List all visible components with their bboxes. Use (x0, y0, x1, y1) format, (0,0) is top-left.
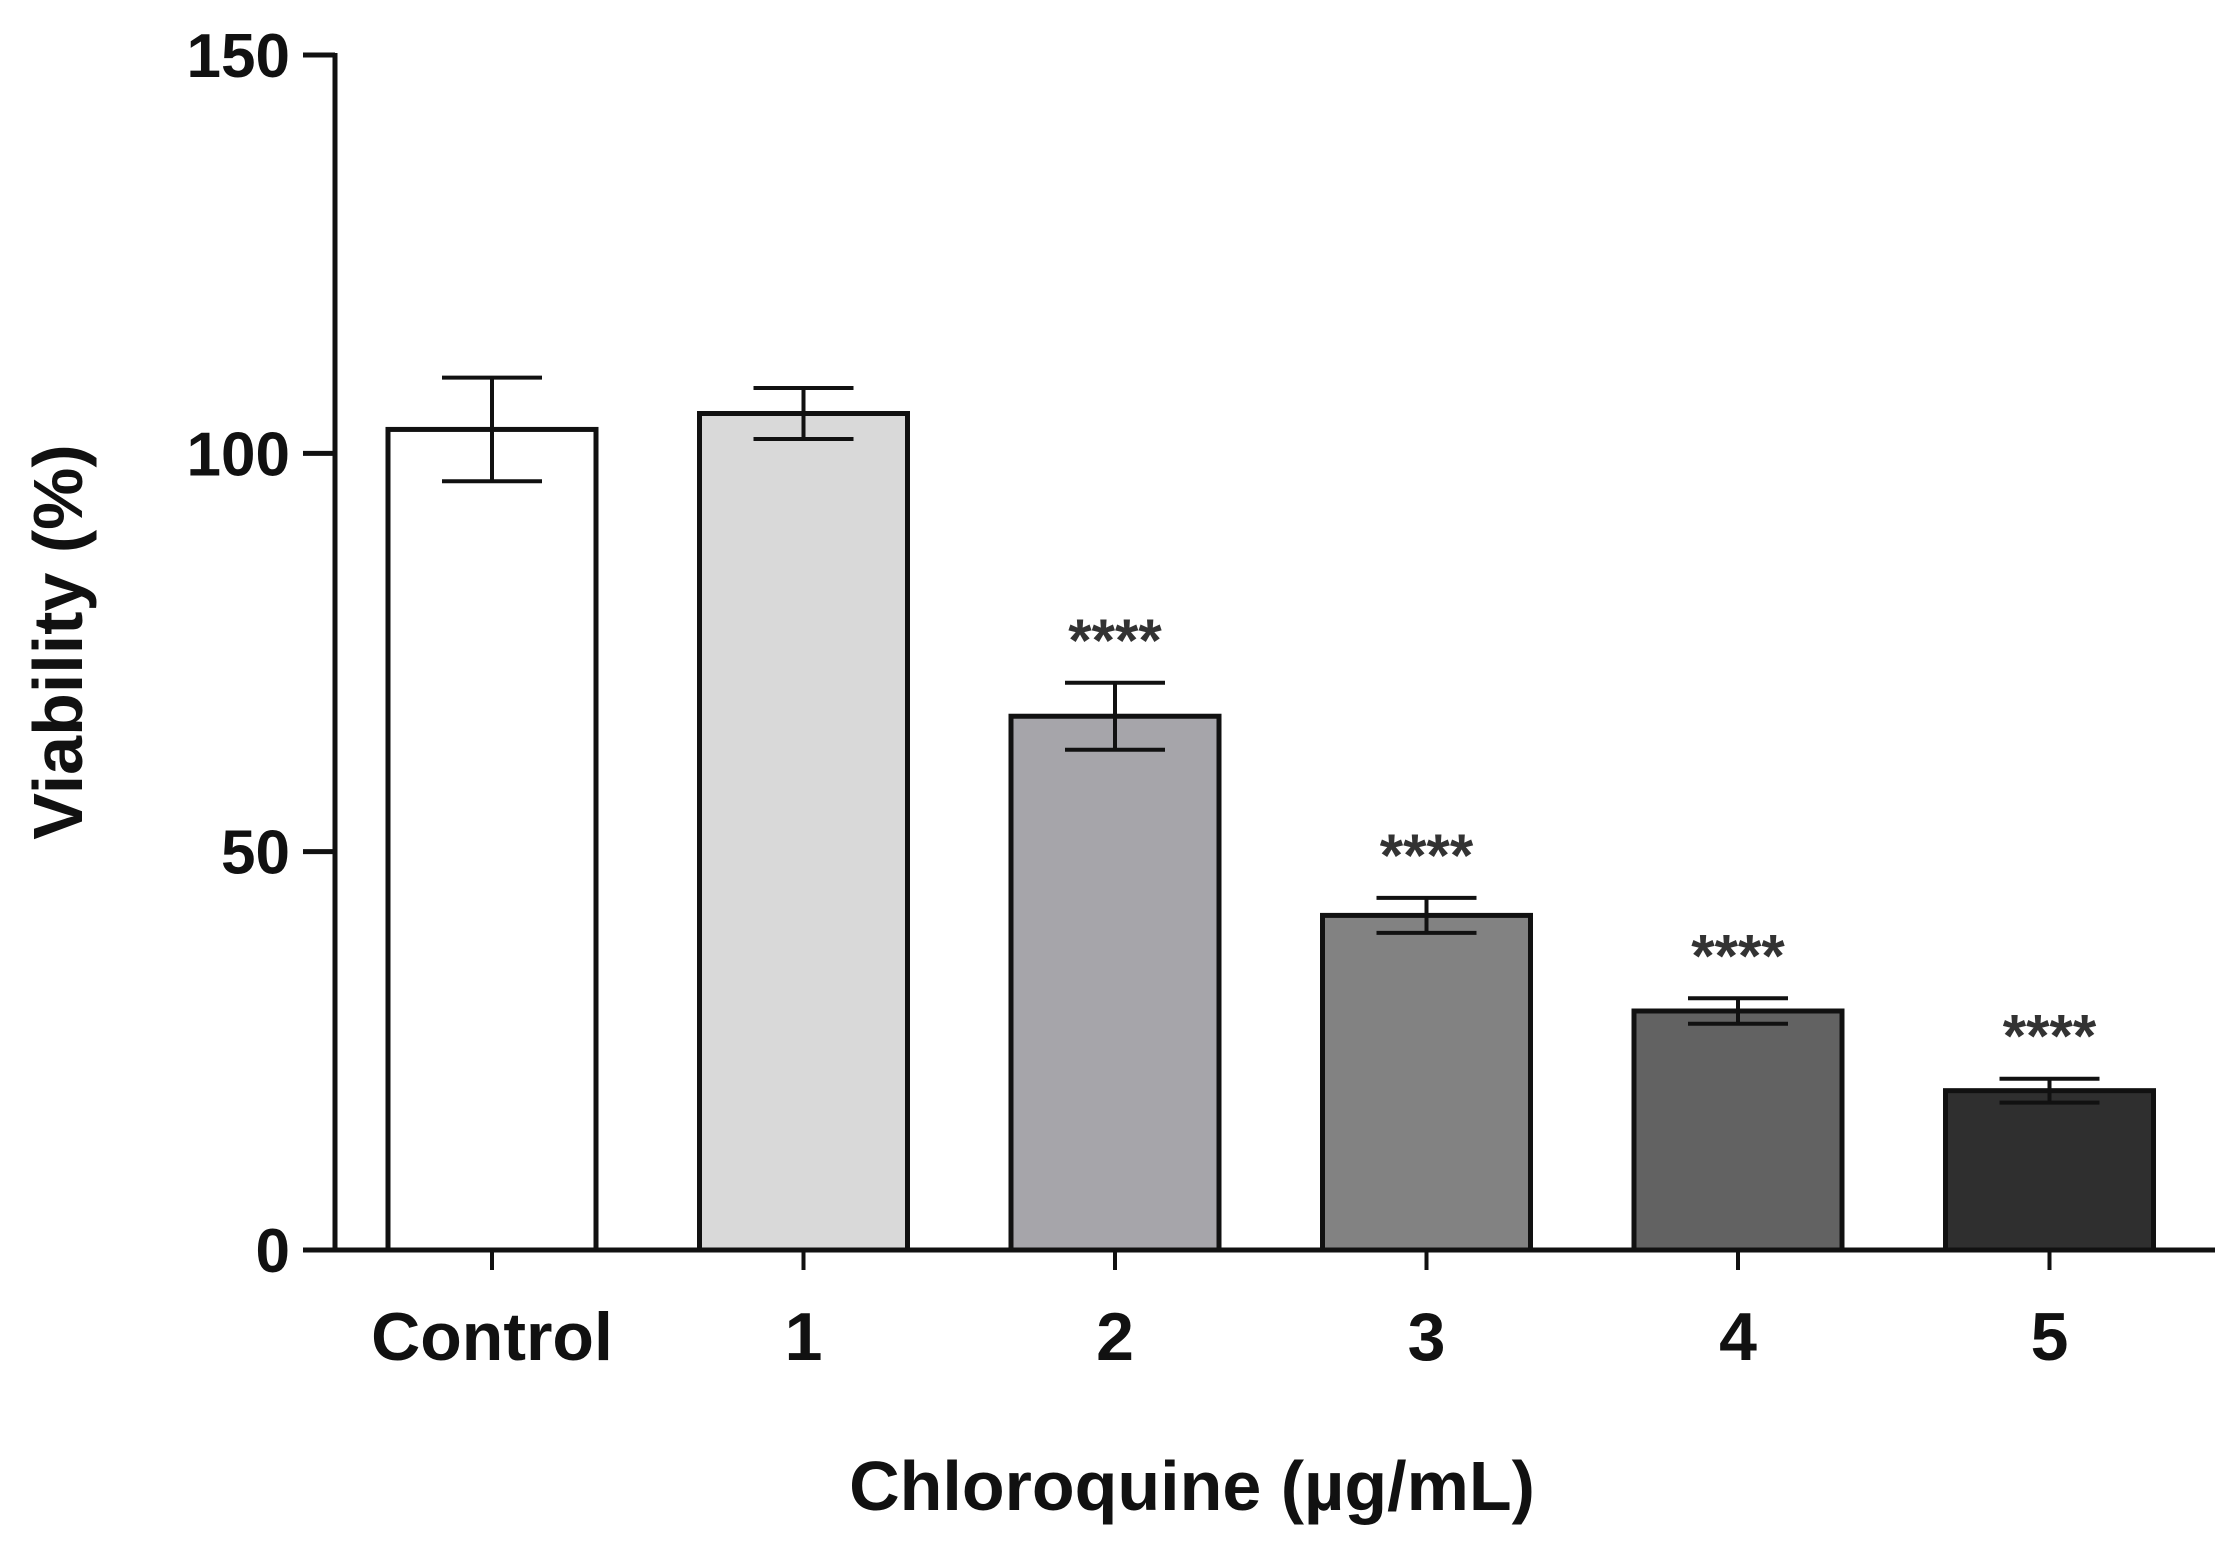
x-tick-label-3: 3 (1408, 1299, 1446, 1375)
y-tick-label-50: 50 (221, 819, 290, 888)
bar-1 (697, 411, 910, 1253)
y-axis-title: Viability (%) (19, 444, 97, 839)
x-tick-label-5: 5 (2031, 1299, 2069, 1375)
bar-control (385, 426, 599, 1253)
significance-label-5: **** (2003, 1003, 2097, 1070)
significance-label-4: **** (1691, 922, 1785, 989)
y-tick-label-0: 0 (256, 1217, 290, 1286)
y-tick-label-150: 150 (187, 22, 290, 91)
bar-5 (1943, 1088, 2156, 1253)
axes-layer (303, 52, 2215, 1270)
significance-label-3: **** (1380, 822, 1474, 889)
bar-2 (1008, 713, 1222, 1253)
x-axis-title: Chloroquine (µg/mL) (849, 1447, 1535, 1525)
x-tick-label-1: 1 (785, 1299, 823, 1375)
x-tick-label-4: 4 (1719, 1299, 1757, 1375)
bar-4 (1631, 1008, 1845, 1253)
significance-label-2: **** (1068, 607, 1162, 674)
error-bar-3 (1376, 895, 1477, 935)
error-bars-layer (442, 375, 2100, 1105)
y-tick-label-100: 100 (187, 420, 290, 489)
error-bar-control (442, 375, 542, 484)
error-bar-2 (1065, 680, 1165, 752)
error-bar-1 (753, 386, 854, 441)
error-bar-5 (1999, 1076, 2100, 1105)
x-tick-label-2: 2 (1096, 1299, 1134, 1375)
error-bar-4 (1688, 996, 1788, 1026)
x-tick-label-control: Control (371, 1299, 613, 1375)
bar-3 (1320, 912, 1533, 1253)
bars-layer (385, 411, 2156, 1253)
